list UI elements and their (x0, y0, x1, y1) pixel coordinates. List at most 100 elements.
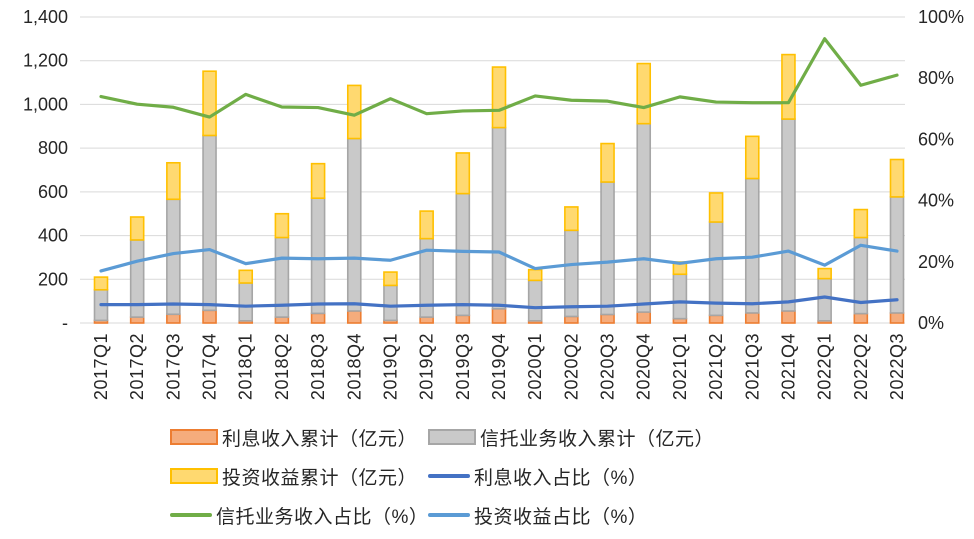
x-axis-label: 2021Q3 (742, 333, 762, 400)
bar-segment-investment-income (708, 192, 724, 223)
y-axis-left-tick: 600 (38, 182, 68, 202)
bar-segment-investment-income (202, 70, 217, 137)
bar-segment-interest-income (419, 316, 434, 324)
legend-label-investment-pct: 投资收益占比（%） (474, 506, 648, 528)
bar-segment-investment-income (889, 158, 905, 198)
x-axis-label: 2017Q1 (91, 333, 111, 400)
x-axis-label: 2020Q2 (561, 333, 581, 400)
x-axis-label: 2022Q1 (815, 333, 835, 400)
x-axis-label: 2022Q3 (887, 333, 907, 400)
bar-segment-interest-income (636, 311, 652, 324)
x-axis-label: 2017Q3 (163, 333, 183, 400)
bar-segment-trust-income (817, 277, 832, 322)
x-axis-label: 2020Q4 (634, 333, 654, 400)
bar-segment-investment-income (455, 152, 471, 195)
y-axis-right-tick: 60% (918, 129, 954, 149)
plot-area: - 200 400 600 800 1,000 1,200 1,400 0% 20% 40% 60% 8… (23, 7, 964, 400)
legend-bar-swatch-interest-income (170, 429, 218, 445)
bar-segment-interest-income (129, 316, 145, 324)
bar-segment-interest-income (455, 314, 471, 324)
x-axis-label: 2017Q2 (127, 333, 147, 400)
legend-label-interest-pct: 利息收入占比（%） (474, 467, 648, 489)
legend-item-interest-income: 利息收入累计（亿元） (170, 424, 428, 451)
bar-segment-interest-income (781, 310, 796, 324)
legend: 利息收入累计（亿元） 信托业务收入累计（亿元） 投资收益累计（亿元） 利息收入占比（%… (170, 424, 714, 528)
y-axis-right-tick: 0% (918, 313, 944, 333)
x-axis-label: 2018Q2 (272, 333, 292, 400)
bar-segment-interest-income (853, 312, 869, 324)
x-axis-label: 2018Q3 (308, 333, 328, 400)
x-axis-label: 2017Q4 (200, 333, 220, 400)
legend-label-investment-income: 投资收益累计（亿元） (222, 467, 418, 489)
y-axis-right-tick: 80% (918, 68, 954, 88)
bar-segment-trust-income (310, 197, 326, 315)
x-axis-label: 2020Q3 (598, 333, 618, 400)
y-axis-left-tick: 1,200 (23, 51, 68, 71)
legend-label-interest-income: 利息收入累计（亿元） (222, 428, 418, 450)
bar-segment-trust-income (708, 221, 724, 317)
y-axis-left-tick: 400 (38, 226, 68, 246)
bar-segment-trust-income (889, 196, 905, 314)
legend-item-investment-pct: 投资收益占比（%） (428, 502, 714, 529)
x-axis-label: 2021Q1 (670, 333, 690, 400)
bar-segment-investment-income (527, 268, 543, 282)
y-axis-left-tick: 200 (38, 269, 68, 289)
x-axis-label: 2021Q4 (778, 333, 798, 400)
bar-segment-investment-income (600, 142, 615, 183)
legend-line-swatch-investment-pct (428, 513, 470, 517)
line-trust-pct (99, 37, 899, 119)
y-axis-left-tick: 1,400 (23, 7, 68, 27)
bar-segment-investment-income (310, 162, 326, 199)
legend-line-swatch-trust-pct (170, 513, 212, 517)
bar-segment-interest-income (889, 312, 905, 324)
x-axis-label: 2019Q2 (417, 333, 437, 400)
x-axis-label: 2018Q4 (344, 333, 364, 400)
bar-segment-investment-income (129, 216, 145, 241)
bar-segment-investment-income (238, 269, 254, 284)
x-axis-label: 2019Q1 (380, 333, 400, 400)
bar-segment-investment-income (781, 53, 796, 120)
legend-item-investment-income: 投资收益累计（亿元） (170, 463, 428, 490)
bar-segment-investment-income (744, 135, 760, 180)
legend-label-trust-pct: 信托业务收入占比（%） (216, 506, 429, 528)
bar-segment-interest-income (202, 309, 217, 324)
line-interest-pct (99, 295, 899, 310)
bar-segment-investment-income (853, 208, 869, 239)
bar-segment-trust-income (455, 192, 471, 317)
bar-segment-investment-income (166, 161, 181, 201)
bar-segment-investment-income (419, 210, 434, 240)
y-axis-left-tick: - (62, 313, 68, 333)
bar-segment-interest-income (600, 313, 615, 324)
bar-segment-investment-income (636, 62, 652, 125)
bar-segment-trust-income (202, 134, 217, 312)
x-axis-label: 2022Q2 (851, 333, 871, 400)
bar-segment-trust-income (600, 181, 615, 316)
bar-segment-investment-income (383, 271, 398, 287)
bar-segment-trust-income (491, 126, 507, 310)
bar-segment-investment-income (491, 66, 507, 129)
bar-segment-interest-income (310, 312, 326, 324)
bar-segment-trust-income (781, 118, 796, 312)
x-axis-label: 2021Q2 (706, 333, 726, 400)
legend-item-interest-pct: 利息收入占比（%） (428, 463, 714, 490)
bar-segment-interest-income (274, 316, 290, 324)
y-axis-right-tick: 40% (918, 191, 954, 211)
bar-segment-interest-income (708, 314, 724, 324)
bar-segment-trust-income (383, 284, 398, 322)
bar-segment-trust-income (527, 279, 543, 322)
bar-segment-interest-income (491, 307, 507, 324)
y-axis-right-tick: 100% (918, 7, 964, 27)
bar-segment-trust-income (744, 177, 760, 314)
x-axis-label: 2018Q1 (236, 333, 256, 400)
x-axis-label: 2019Q4 (489, 333, 509, 400)
y-axis-right-tick: 20% (918, 252, 954, 272)
y-axis-left-tick: 800 (38, 138, 68, 158)
bar-segment-investment-income (817, 267, 832, 280)
bar-segment-trust-income (636, 122, 652, 313)
bar-segment-investment-income (564, 206, 579, 232)
bar-segment-trust-income (346, 137, 362, 312)
x-axis-label: 2020Q1 (525, 333, 545, 400)
bar-segment-investment-income (93, 276, 109, 291)
bar-segment-trust-income (672, 273, 688, 320)
